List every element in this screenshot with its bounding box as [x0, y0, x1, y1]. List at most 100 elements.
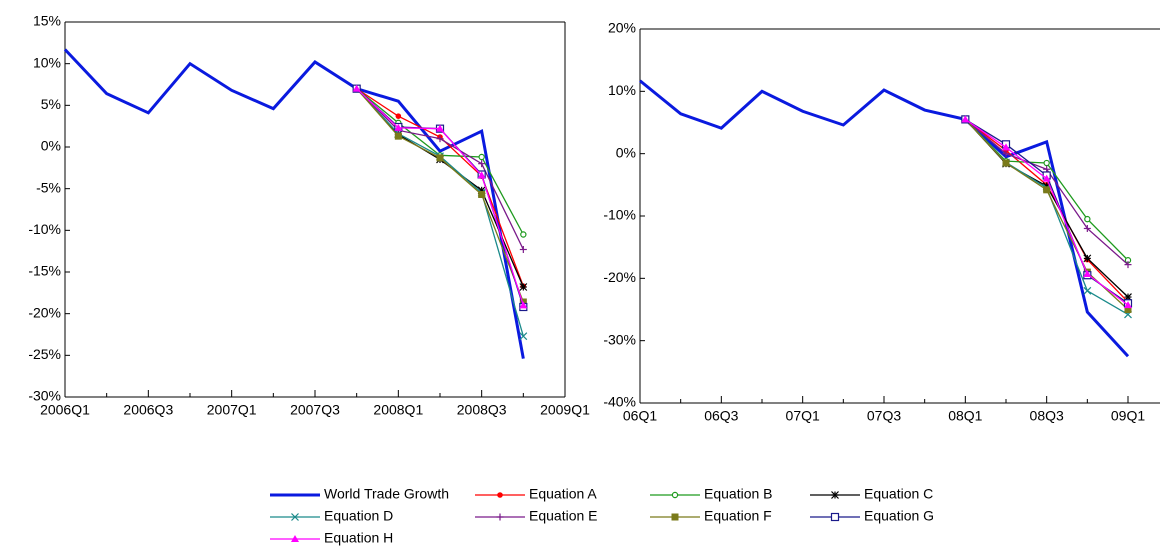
data-marker: [519, 332, 528, 341]
data-marker: [1083, 286, 1092, 295]
legend-label: Equation E: [529, 508, 598, 524]
marker-shape: [519, 332, 528, 341]
data-marker: [1002, 150, 1010, 158]
data-marker: [478, 191, 486, 198]
series-line: [356, 88, 524, 303]
data-marker: [436, 135, 444, 143]
marker-shape: [436, 124, 444, 132]
legend-marker: [671, 513, 679, 521]
marker-shape: [1124, 301, 1132, 309]
legend-marker: [291, 513, 299, 521]
data-marker: [519, 246, 527, 253]
data-marker: [394, 123, 403, 131]
marker-shape: [831, 491, 839, 499]
y-tick-label: 10%: [608, 82, 636, 98]
y-tick-label: -30%: [28, 388, 61, 404]
marker-shape: [1083, 254, 1092, 263]
legend-marker: [496, 513, 504, 521]
legend-label: Equation D: [324, 508, 393, 524]
y-tick-label: 15%: [33, 13, 61, 29]
y-tick-label: -40%: [603, 394, 636, 410]
marker-shape: [961, 115, 970, 123]
marker-shape: [394, 123, 403, 131]
legend-label: Equation H: [324, 530, 393, 546]
marker-shape: [1002, 143, 1010, 151]
legend-label: World Trade Growth: [324, 486, 449, 502]
data-marker: [519, 301, 528, 309]
legend-label: Equation F: [704, 508, 772, 524]
x-tick-label: 08Q3: [1030, 408, 1064, 424]
data-marker: [1002, 159, 1010, 167]
data-marker: [394, 132, 402, 140]
x-tick-label: 08Q1: [948, 408, 982, 424]
y-tick-label: -15%: [28, 263, 61, 279]
data-marker: [1084, 215, 1091, 223]
data-marker: [1042, 174, 1051, 182]
x-tick-label: 09Q1: [1111, 408, 1145, 424]
marker-shape: [394, 132, 402, 140]
x-tick-label: 2006Q1: [40, 402, 90, 418]
marker-shape: [478, 153, 485, 161]
marker-shape: [671, 491, 679, 499]
data-marker: [1083, 224, 1091, 232]
y-tick-label: 10%: [33, 54, 61, 70]
legend-marker: [497, 492, 503, 498]
data-marker: [436, 124, 444, 132]
series-line: [964, 118, 1129, 316]
data-marker: [1124, 261, 1132, 269]
marker-shape: [1084, 215, 1091, 223]
marker-shape: [1124, 306, 1132, 313]
data-marker: [1083, 254, 1092, 263]
data-marker: [436, 154, 444, 162]
marker-shape: [352, 84, 361, 92]
marker-shape: [497, 492, 503, 498]
data-marker: [1002, 143, 1010, 151]
marker-shape: [291, 513, 299, 521]
marker-shape: [395, 113, 402, 119]
marker-shape: [291, 535, 299, 542]
marker-shape: [830, 512, 840, 522]
y-tick-label: -30%: [603, 331, 636, 347]
marker-shape: [1083, 286, 1092, 295]
data-marker: [1083, 269, 1092, 277]
x-tick-label: 2007Q3: [290, 402, 340, 418]
legend-label: Equation A: [529, 486, 597, 502]
data-marker: [1043, 186, 1051, 194]
x-tick-label: 07Q3: [867, 408, 901, 424]
legend-label: Equation C: [864, 486, 933, 502]
y-tick-label: -5%: [36, 179, 61, 195]
x-tick-label: 06Q3: [704, 408, 738, 424]
data-marker: [477, 171, 486, 179]
legend-label: Equation G: [864, 508, 934, 524]
data-marker: [395, 113, 402, 119]
y-tick-label: 20%: [608, 20, 636, 36]
legend-marker: [671, 491, 679, 499]
marker-shape: [477, 171, 486, 179]
marker-shape: [436, 154, 444, 162]
data-marker: [478, 153, 485, 161]
legend-label: Equation B: [704, 486, 773, 502]
legend-marker: [291, 535, 299, 542]
marker-shape: [478, 191, 486, 198]
x-tick-label: 2006Q3: [123, 402, 173, 418]
y-tick-label: -10%: [603, 207, 636, 223]
x-tick-label: 2008Q1: [373, 402, 423, 418]
y-tick-label: -10%: [28, 221, 61, 237]
x-tick-label: 2007Q1: [207, 402, 257, 418]
legend-marker: [831, 491, 839, 499]
data-marker: [1124, 301, 1132, 309]
y-tick-label: 5%: [41, 96, 61, 112]
y-tick-label: -25%: [28, 346, 61, 362]
data-marker: [961, 115, 970, 123]
data-marker: [520, 231, 527, 238]
legend-marker: [830, 512, 840, 522]
marker-shape: [519, 301, 528, 309]
x-tick-label: 2009Q1: [540, 402, 590, 418]
y-tick-label: 0%: [41, 138, 61, 154]
y-tick-label: 0%: [616, 144, 636, 160]
series-line: [639, 79, 1130, 358]
marker-shape: [1043, 159, 1050, 167]
marker-shape: [1043, 186, 1051, 194]
